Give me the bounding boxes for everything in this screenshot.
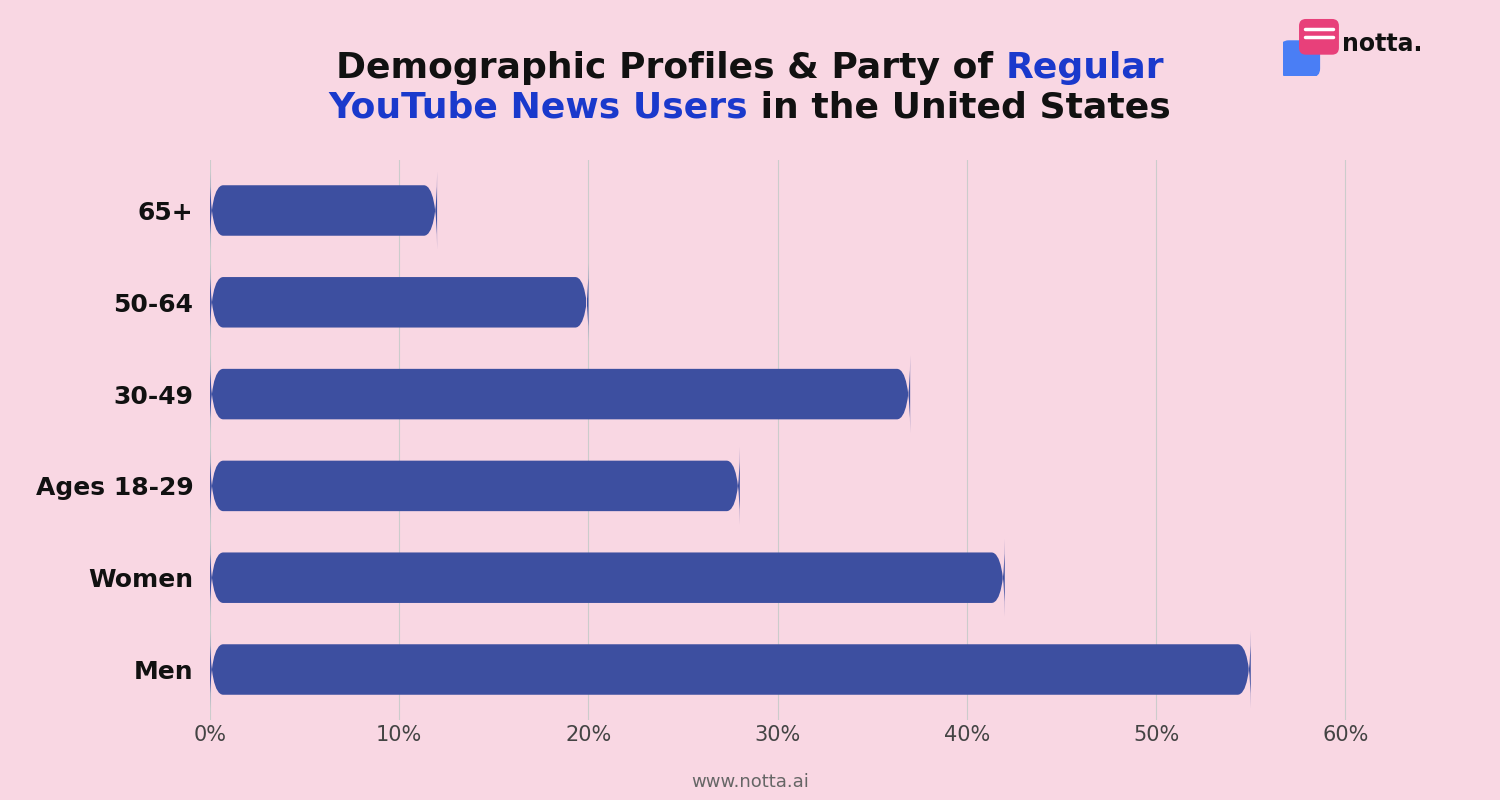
FancyBboxPatch shape <box>210 171 436 250</box>
Text: YouTube News Users: YouTube News Users <box>328 91 748 125</box>
FancyBboxPatch shape <box>210 447 740 525</box>
FancyBboxPatch shape <box>1299 19 1340 54</box>
Text: notta.: notta. <box>1342 32 1424 56</box>
FancyBboxPatch shape <box>210 630 1251 709</box>
FancyBboxPatch shape <box>1280 40 1320 77</box>
FancyBboxPatch shape <box>210 355 910 433</box>
FancyBboxPatch shape <box>210 538 1005 617</box>
FancyBboxPatch shape <box>210 263 588 342</box>
Text: Regular: Regular <box>1005 51 1164 85</box>
Text: www.notta.ai: www.notta.ai <box>692 774 808 791</box>
Text: in the United States: in the United States <box>748 91 1172 125</box>
Text: Demographic Profiles & Party of: Demographic Profiles & Party of <box>336 51 1005 85</box>
